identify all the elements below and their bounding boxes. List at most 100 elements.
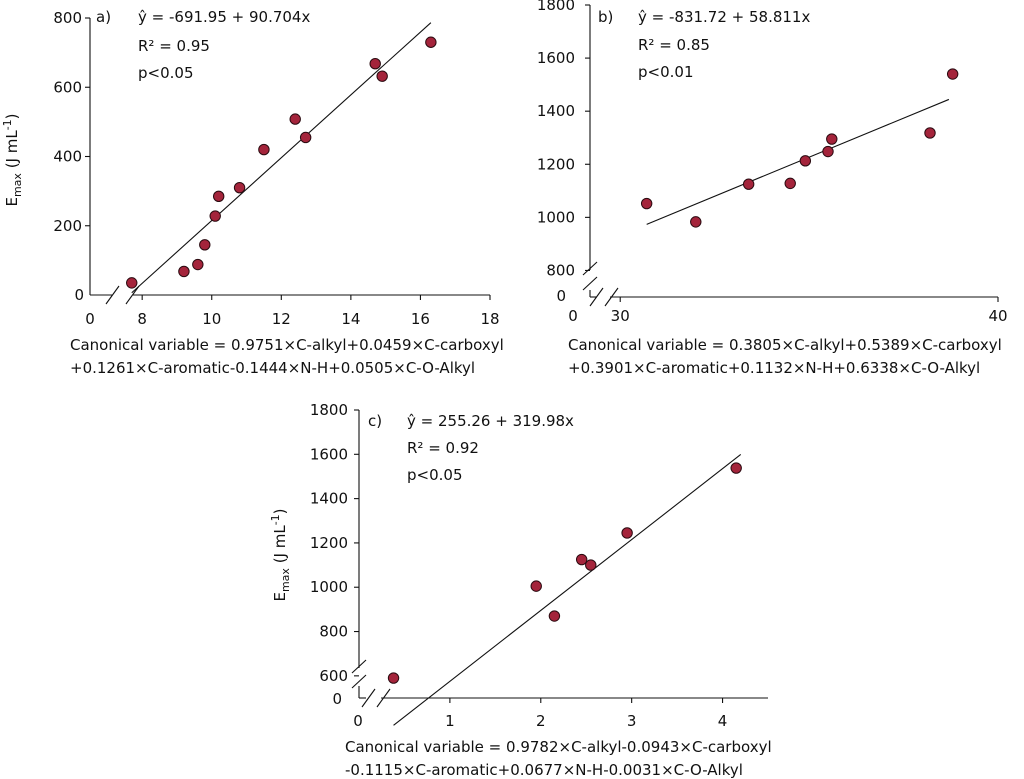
- panel-b-y-ticks: 800 1000 1200 1400 1600 1800: [537, 0, 590, 279]
- panel-c-data-point: [575, 553, 588, 566]
- panel-b-points: [640, 68, 959, 228]
- panel-c-x-label-line2: -0.1115×C-aromatic+0.0677×N-H-0.0031×C-O…: [345, 761, 743, 779]
- panel-a-y-ticks: 200 400 600 800: [53, 9, 90, 235]
- panel-c-y-tick-label: 1200: [310, 534, 348, 552]
- panel-c-break-mark: [351, 674, 367, 689]
- panel-a-break-mark: [105, 285, 120, 305]
- panel-a-x-tick-label: 18: [480, 310, 499, 328]
- panel-b-data-point: [640, 197, 653, 210]
- panel-a-data-point: [209, 210, 221, 222]
- panel-a-y-tick-label: 800: [53, 9, 82, 27]
- panel-c-y-ticks: 600 800 1000 1200 1400 1600 1800: [310, 401, 359, 685]
- panel-a-pvalue: p<0.05: [138, 64, 194, 82]
- panel-b-chart: 800 1000 1200 1400 1600 1800 30 40 0 0 b) ŷ = …: [537, 0, 1008, 377]
- panel-a-data-point: [376, 70, 388, 82]
- panel-c-break-mark: [351, 659, 367, 674]
- panel-a-data-point: [126, 277, 138, 289]
- panel-a-label: a): [96, 8, 111, 26]
- panel-a-y-tick-label: 400: [53, 148, 82, 166]
- panel-b-pvalue: p<0.01: [638, 63, 694, 81]
- panel-a-data-point: [369, 58, 381, 70]
- panel-b-label: b): [598, 8, 613, 26]
- panel-a-chart: 200 400 600 800 8 10 12 14 16 18 0 0 a) ŷ = -691…: [1, 8, 504, 377]
- panel-a-x-zero-label: 0: [85, 310, 95, 328]
- panel-b-data-point: [742, 178, 755, 190]
- panel-b-x-label-line2: +0.3901×C-aromatic+0.1132×N-H+0.6338×C-O…: [568, 359, 980, 377]
- panel-b-data-point: [826, 133, 838, 145]
- panel-b-data-point: [924, 127, 936, 139]
- panel-c-y-tick-label: 800: [319, 623, 348, 641]
- panel-c-data-point: [621, 527, 633, 539]
- panel-b-x-label-line1: Canonical variable = 0.3805×C-alkyl+0.53…: [568, 336, 1002, 354]
- panel-c-chart: 600 800 1000 1200 1400 1600 1800 1 2 3 4 0 0 c) ŷ…: [269, 401, 772, 779]
- panel-a-break-mark: [125, 285, 140, 305]
- panel-a-x-tick-label: 10: [202, 310, 221, 328]
- panel-b-data-point: [784, 177, 796, 190]
- panel-a-x-ticks: 8 10 12 14 16 18: [137, 295, 500, 328]
- panel-b-y-tick-label: 1000: [537, 208, 575, 226]
- panel-b-break-mark: [589, 287, 604, 307]
- panel-a-data-point: [212, 190, 225, 203]
- panel-a-x-tick-label: 16: [411, 310, 430, 328]
- panel-b-r2: R² = 0.85: [638, 36, 710, 54]
- panel-b-y-tick-label: 1800: [537, 0, 575, 14]
- panel-c-break-mark: [361, 688, 376, 708]
- panel-c-data-point: [548, 610, 561, 622]
- panel-c-y-tick-label: 1000: [310, 578, 348, 596]
- panel-b-x-tick-label: 40: [988, 307, 1007, 325]
- panel-a-x-tick-label: 12: [272, 310, 291, 328]
- panel-a-points: [126, 36, 437, 289]
- panel-c-y-zero-label: 0: [332, 690, 342, 708]
- panel-b-break-mark: [582, 276, 598, 291]
- panel-b-regression-line: [646, 98, 950, 225]
- panel-a-data-point: [299, 131, 312, 144]
- panel-c-points: [387, 462, 742, 684]
- panel-c-x-ticks: 1 2 3 4: [445, 698, 727, 730]
- panel-a-r2: R² = 0.95: [138, 37, 210, 55]
- panel-b-y-tick-label: 1200: [537, 155, 575, 173]
- panel-b-y-tick-label: 1400: [537, 102, 575, 120]
- panel-c-y-tick-label: 1400: [310, 490, 348, 508]
- panel-c-y-tick-label: 1800: [310, 401, 348, 419]
- panel-c-y-tick-label: 600: [319, 667, 348, 685]
- panel-c-label: c): [368, 412, 382, 430]
- panel-c-pvalue: p<0.05: [407, 466, 463, 484]
- panel-c-break-mark: [376, 688, 391, 708]
- panel-c-data-point: [730, 462, 742, 474]
- panel-a-data-point: [192, 258, 204, 271]
- panel-a-x-label-line2: +0.1261×C-aromatic-0.1444×N-H+0.0505×C-O…: [70, 359, 475, 377]
- panel-a-x-tick-label: 8: [137, 310, 147, 328]
- panel-c-data-point: [530, 580, 542, 592]
- panel-c-regression-line: [393, 454, 742, 726]
- panel-a-data-point: [258, 143, 270, 156]
- panel-c-x-tick-label: 4: [718, 712, 728, 730]
- panel-a-regression-line: [131, 22, 432, 294]
- panel-a-x-label-line1: Canonical variable = 0.9751×C-alkyl+0.04…: [70, 336, 504, 354]
- panel-c-x-tick-label: 1: [445, 712, 455, 730]
- panel-a-x-tick-label: 14: [341, 310, 360, 328]
- panel-c-x-zero-label: 0: [353, 712, 363, 730]
- panel-c-y-tick-label: 1600: [310, 445, 348, 463]
- panel-b-data-point: [822, 145, 834, 158]
- panel-a-y-label: Emax (J mL-1): [1, 113, 24, 206]
- panel-a-data-point: [178, 265, 190, 278]
- panel-c-data-point: [585, 559, 597, 571]
- panel-c-data-point: [387, 672, 400, 684]
- panel-c-r2: R² = 0.92: [407, 439, 479, 457]
- panel-b-data-point: [946, 68, 959, 80]
- panel-a-y-tick-label: 600: [53, 78, 82, 96]
- panel-a-data-point: [289, 113, 301, 125]
- panel-c-y-label: Emax (J mL-1): [269, 508, 292, 601]
- panel-b-data-point: [799, 155, 812, 167]
- panel-a-equation: ŷ = -691.95 + 90.704x: [138, 8, 310, 26]
- panel-a-y-zero-label: 0: [74, 286, 84, 304]
- panel-b-y-tick-label: 800: [546, 261, 575, 279]
- panel-b-break-mark: [604, 287, 619, 307]
- panel-c-x-label-line1: Canonical variable = 0.9782×C-alkyl-0.09…: [345, 738, 772, 756]
- panel-b-break-mark: [582, 261, 598, 276]
- panel-c-x-tick-label: 2: [536, 712, 546, 730]
- panel-b-x-tick-label: 30: [611, 307, 630, 325]
- panel-b-x-ticks: 30 40: [611, 297, 1008, 325]
- panel-a-data-point: [233, 181, 246, 194]
